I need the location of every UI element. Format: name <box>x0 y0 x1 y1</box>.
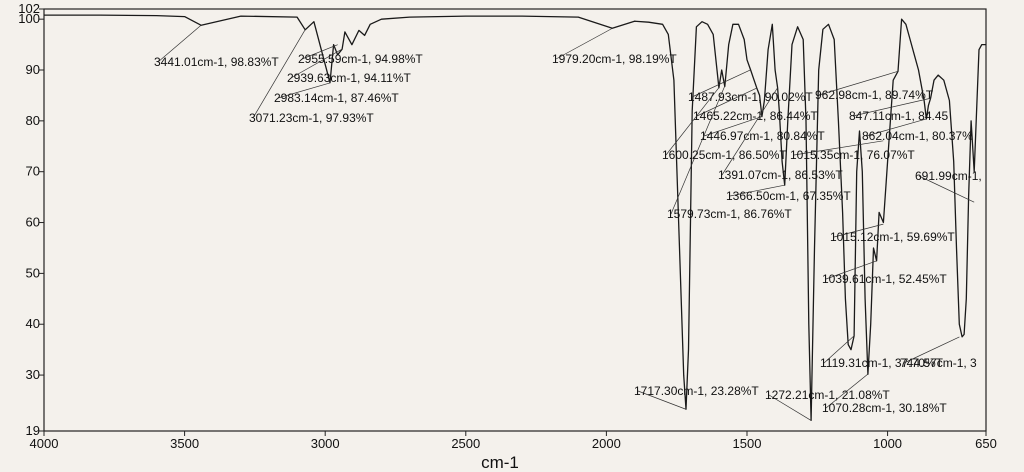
peak-leader-line <box>852 97 931 117</box>
peak-annotations: 3441.01cm-1, 98.83%T 2955.59cm-1, 94.98%T… <box>154 24 982 421</box>
peak-leader-line <box>729 184 785 197</box>
peak-label: 1015.35cm-1, 76.07%T <box>790 148 915 162</box>
x-axis-title: cm-1 <box>481 453 519 472</box>
x-tick-label: 4000 <box>30 436 59 451</box>
peak-leader-line <box>252 29 306 119</box>
peak-leader-line <box>823 335 855 364</box>
peak-leader-line <box>290 48 343 79</box>
y-tick-label: 30 <box>26 367 40 382</box>
peak-leader-line <box>768 394 812 421</box>
peak-label: 1579.73cm-1, 86.76%T <box>667 207 792 221</box>
peak-label: 3441.01cm-1, 98.83%T <box>154 55 279 69</box>
peak-label: 1272.21cm-1, 21.08%T <box>765 388 890 402</box>
y-tick-label: 40 <box>26 316 40 331</box>
peak-leader-line <box>696 87 757 117</box>
x-tick-label: 1500 <box>733 436 762 451</box>
x-tick-label: 3000 <box>311 436 340 451</box>
peak-leader-line <box>670 86 725 215</box>
peak-label: 3071.23cm-1, 97.93%T <box>249 111 374 125</box>
peak-leader-line <box>865 118 927 137</box>
y-tick-label: 50 <box>26 265 40 280</box>
peak-label: 1119.31cm-1, 37.70%T <box>820 356 944 370</box>
y-tick-label: 60 <box>26 215 40 230</box>
peak-leader-line <box>918 175 975 203</box>
x-tick-label: 650 <box>975 436 997 451</box>
peak-leader-line <box>277 82 331 99</box>
spectrum-line <box>44 14 986 422</box>
peak-label: 1446.97cm-1, 80.84%T <box>700 129 825 143</box>
peak-label: 1717.30cm-1, 23.28%T <box>634 384 759 398</box>
y-tick-label: 90 <box>26 62 40 77</box>
peak-leader-line <box>157 24 202 63</box>
peak-leader-line <box>555 28 613 60</box>
peak-label: 2955.59cm-1, 94.98%T <box>298 52 423 66</box>
peak-leader-line <box>793 140 884 156</box>
x-tick-label: 1000 <box>873 436 902 451</box>
peak-label: 962.98cm-1, 89.74%T <box>815 88 934 102</box>
peak-label: 847.11cm-1, 84.45 <box>849 109 949 123</box>
x-tick-label: 2000 <box>592 436 621 451</box>
peak-label: 2939.63cm-1, 94.11%T <box>287 71 412 85</box>
peak-label: 2983.14cm-1, 87.46%T <box>274 91 399 105</box>
y-tick-label: 80 <box>26 113 40 128</box>
peak-leader-line <box>301 44 338 60</box>
peak-leader-line <box>818 70 899 96</box>
peak-leader-line <box>691 69 751 98</box>
y-tick-label: 102 <box>18 1 40 16</box>
peak-leader-line <box>903 336 960 364</box>
x-tick-label: 2500 <box>451 436 480 451</box>
peak-leader-line <box>833 223 884 238</box>
peak-label: 1465.22cm-1, 86.44%T <box>693 109 818 123</box>
peak-label: 1039.61cm-1, 52.45%T <box>822 272 947 286</box>
peak-label: 1070.28cm-1, 30.18%T <box>822 401 947 415</box>
plot-border <box>43 8 987 432</box>
peak-leader-line <box>665 87 720 156</box>
peak-label: 1979.20cm-1, 98.19%T <box>552 52 677 66</box>
peak-leader-line <box>825 373 869 409</box>
y-tick-label: 19 <box>26 423 40 438</box>
peak-label: 1015.12cm-1, 59.69%T <box>830 230 955 244</box>
peak-label: 1391.07cm-1, 86.53%T <box>718 168 843 182</box>
x-tick-label: 3500 <box>170 436 199 451</box>
peak-label: 1487.93cm-1, 90.02%T <box>688 90 813 104</box>
spectrum-series <box>44 14 986 422</box>
peak-leader-line <box>703 116 763 137</box>
y-tick-label: 100 <box>18 11 40 26</box>
peak-leader-line <box>637 390 687 410</box>
peak-label: 744.57cm-1, 3 <box>900 356 977 370</box>
peak-label: 862.04cm-1, 80.37% <box>862 129 973 143</box>
y-tick-label: 70 <box>26 164 40 179</box>
peak-label: 691.99cm-1, <box>915 169 982 183</box>
peak-leader-line <box>825 260 877 280</box>
peak-label: 1366.50cm-1, 67.35%T <box>726 189 851 203</box>
plot-frame <box>43 8 987 432</box>
peak-leader-line <box>721 87 778 176</box>
x-axis: 4000 3500 3000 2500 2000 1500 1000 650 <box>30 431 997 451</box>
peak-label: 1600.25cm-1, 86.50%T <box>662 148 787 162</box>
